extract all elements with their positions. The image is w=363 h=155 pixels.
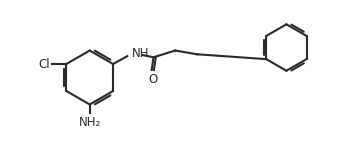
- Text: O: O: [148, 73, 158, 86]
- Text: NH₂: NH₂: [78, 116, 101, 129]
- Text: NH: NH: [132, 47, 149, 60]
- Text: Cl: Cl: [38, 58, 50, 71]
